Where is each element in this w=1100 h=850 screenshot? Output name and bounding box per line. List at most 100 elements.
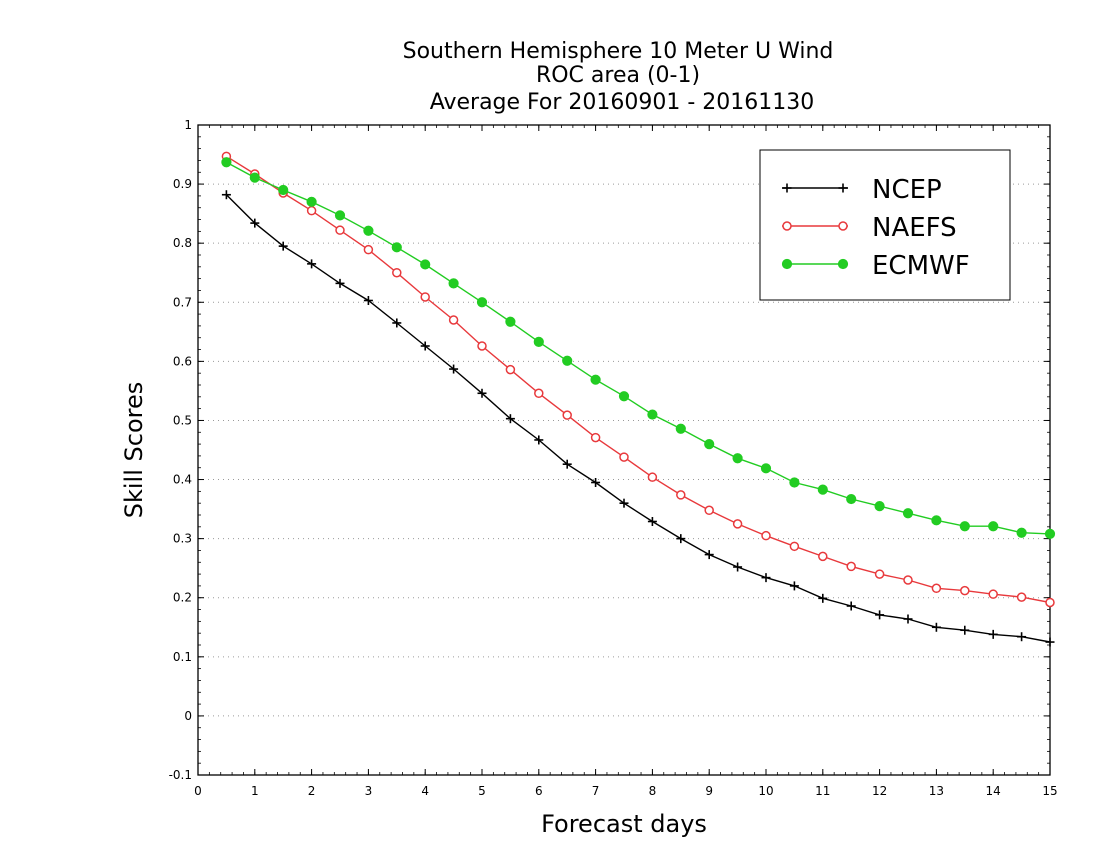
data-point-naefs <box>846 561 856 572</box>
data-point-naefs <box>676 490 686 500</box>
legend-label-ncep: NCEP <box>872 175 942 205</box>
data-point-ncep <box>477 388 487 398</box>
series-line-naefs <box>226 155 1051 604</box>
data-point-ncep <box>449 364 459 374</box>
data-point-naefs <box>761 530 771 541</box>
x-tick-label: 5 <box>478 784 486 798</box>
data-point-ncep <box>818 593 828 603</box>
data-point-ecmwf <box>902 508 914 519</box>
data-point-naefs <box>477 341 487 351</box>
y-tick-label: 0.8 <box>173 236 192 250</box>
data-point-ncep <box>250 218 260 228</box>
data-point-ecmwf <box>760 463 772 474</box>
data-point-naefs <box>590 432 601 443</box>
data-point-ecmwf <box>647 409 658 420</box>
chart-title-line-3: Average For 20160901 - 20161130 <box>430 90 815 115</box>
series-ecmwf <box>221 157 1056 540</box>
x-tick-label: 0 <box>194 784 202 798</box>
x-tick-label: 3 <box>365 784 373 798</box>
data-point-ecmwf <box>476 297 488 308</box>
legend-marker-ncep <box>782 183 792 193</box>
grid <box>198 183 1050 717</box>
y-tick-label: 1 <box>184 118 192 132</box>
data-point-ncep <box>420 341 430 351</box>
data-point-naefs <box>420 292 430 302</box>
legend-marker-ncep <box>838 183 848 193</box>
legend-marker-naefs <box>838 221 848 231</box>
data-point-naefs <box>448 315 459 325</box>
data-point-ecmwf <box>448 278 459 289</box>
data-point-ncep <box>307 259 317 269</box>
data-point-ecmwf <box>420 259 431 270</box>
data-point-naefs <box>1045 597 1055 608</box>
x-tick-label: 6 <box>535 784 543 798</box>
y-tick-label: 0.3 <box>173 532 192 546</box>
data-point-naefs <box>931 583 942 594</box>
data-point-naefs <box>363 244 374 255</box>
data-point-ecmwf <box>959 521 970 532</box>
x-tick-label: 9 <box>705 784 713 798</box>
plot-frame <box>197 124 1051 776</box>
y-axis-title: Skill Scores <box>120 382 148 519</box>
data-point-ncep <box>931 622 941 632</box>
data-point-ecmwf <box>988 521 999 532</box>
data-point-ecmwf <box>221 157 232 168</box>
data-point-ecmwf <box>505 316 516 327</box>
legend-label-naefs: NAEFS <box>872 213 957 243</box>
data-point-ncep <box>591 478 601 487</box>
legend-item-ecmwf: ECMWF <box>781 251 970 281</box>
data-point-ncep <box>789 581 799 591</box>
y-tick-label: 0.9 <box>173 177 192 191</box>
data-point-ncep <box>875 610 885 620</box>
y-tick-label: 0.7 <box>173 295 192 309</box>
series-line-ncep <box>225 194 1051 643</box>
data-point-naefs <box>704 505 714 516</box>
chart-title-line-1: Southern Hemisphere 10 Meter U Wind <box>403 39 834 64</box>
data-point-ncep <box>733 562 743 572</box>
data-point-ecmwf <box>334 210 346 221</box>
data-point-ecmwf <box>817 484 828 495</box>
data-point-ncep <box>676 534 686 544</box>
data-point-ecmwf <box>249 172 260 183</box>
data-point-ecmwf <box>732 453 743 464</box>
data-point-naefs <box>789 541 800 552</box>
x-tick-label: 4 <box>421 784 429 798</box>
data-point-ncep <box>761 573 771 583</box>
y-tick-label: 0.2 <box>173 591 192 605</box>
legend-item-ncep: NCEP <box>782 175 942 205</box>
data-point-ncep <box>846 601 856 611</box>
x-tick-label: 13 <box>929 784 944 798</box>
x-tick-label: 2 <box>308 784 316 798</box>
data-point-naefs <box>647 472 658 482</box>
legend-marker-ecmwf <box>837 258 849 270</box>
y-tick-label: 0.4 <box>173 473 192 487</box>
data-point-ncep <box>619 498 629 508</box>
data-point-ecmwf <box>675 423 686 434</box>
data-point-ecmwf <box>846 493 857 505</box>
x-tick-label: 10 <box>758 784 773 798</box>
chart-title: Southern Hemisphere 10 Meter U Wind ROC … <box>403 39 834 115</box>
x-tick-label: 1 <box>251 784 259 798</box>
data-point-ncep <box>278 241 288 251</box>
data-point-naefs <box>874 569 885 579</box>
chart-title-line-2: ROC area (0-1) <box>536 63 700 88</box>
data-point-ecmwf <box>391 242 402 253</box>
data-point-naefs <box>903 575 913 585</box>
data-point-ecmwf <box>1044 528 1056 540</box>
data-point-ecmwf <box>618 391 630 402</box>
data-point-ncep <box>335 278 345 288</box>
data-point-ecmwf <box>704 438 715 450</box>
data-point-ecmwf <box>278 184 289 196</box>
x-tick-label: 11 <box>815 784 830 798</box>
data-point-naefs <box>960 585 970 596</box>
data-point-ncep <box>1045 637 1055 647</box>
data-point-ncep <box>534 435 544 445</box>
data-point-ncep <box>988 629 998 639</box>
data-point-ncep <box>647 517 657 526</box>
x-axis-title: Forecast days <box>541 810 707 838</box>
data-point-naefs <box>392 267 402 278</box>
y-tick-label: 0.6 <box>173 354 192 368</box>
data-point-ecmwf <box>590 374 601 385</box>
x-tick-label: 12 <box>872 784 887 798</box>
